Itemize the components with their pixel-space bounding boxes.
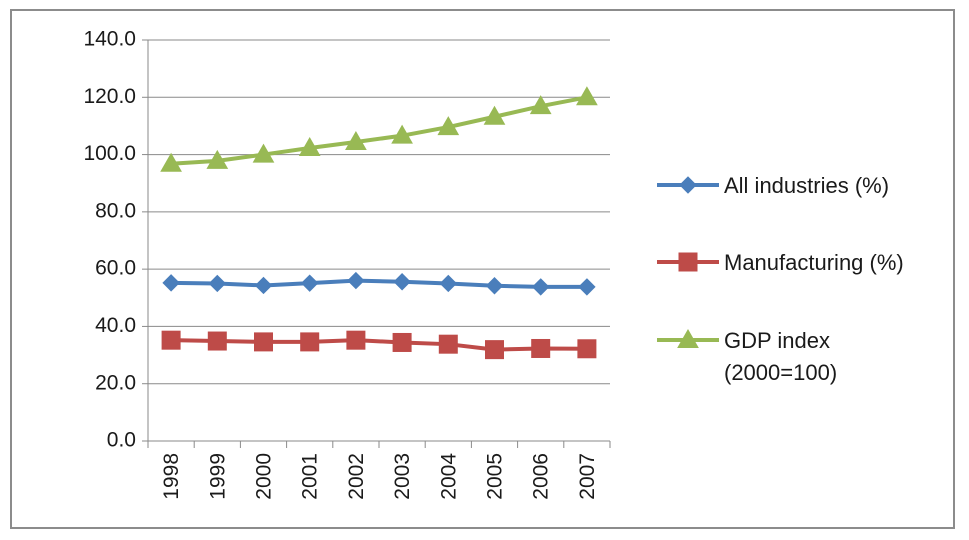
legend-label: GDP index (2000=100) bbox=[724, 328, 837, 385]
y-tick-label: 140.0 bbox=[83, 28, 136, 51]
data-point bbox=[531, 278, 550, 296]
series-manufacturing bbox=[161, 330, 597, 360]
x-tick-label: 2002 bbox=[345, 453, 368, 500]
x-tick-label: 2005 bbox=[484, 453, 507, 500]
legend-marker bbox=[679, 176, 697, 194]
series-layer bbox=[160, 86, 598, 360]
legend-item-gdp-index-2000-100: GDP index (2000=100) bbox=[657, 328, 837, 385]
data-point bbox=[206, 149, 229, 169]
series-all-industries bbox=[162, 271, 596, 296]
y-tick-label: 40.0 bbox=[95, 314, 136, 337]
x-tick-label: 2006 bbox=[530, 453, 553, 500]
data-point bbox=[300, 332, 320, 352]
y-tick-label: 80.0 bbox=[95, 199, 136, 222]
data-point bbox=[485, 340, 504, 360]
series-line bbox=[170, 95, 588, 166]
legend-label-line: (2000=100) bbox=[724, 360, 837, 385]
chart-frame: 0.0 20.0 40.0 60.0 80.0 100.0 120.0 140.0 1998 19… bbox=[10, 9, 955, 529]
data-point bbox=[391, 124, 413, 144]
x-tick-label: 2000 bbox=[253, 453, 276, 500]
data-point bbox=[393, 273, 411, 291]
data-point bbox=[438, 334, 458, 354]
data-point bbox=[252, 143, 275, 163]
y-tick-label: 120.0 bbox=[83, 85, 136, 108]
data-point bbox=[161, 330, 181, 350]
data-point bbox=[529, 95, 552, 115]
x-tick-label: 2003 bbox=[391, 453, 414, 500]
legend-item-manufacturing: Manufacturing (%) bbox=[657, 250, 904, 275]
legend-label: Manufacturing (%) bbox=[724, 250, 904, 275]
legend-label-line: GDP index bbox=[724, 328, 830, 353]
line-chart: 0.0 20.0 40.0 60.0 80.0 100.0 120.0 140.0 1998 19… bbox=[83, 28, 904, 500]
series-line bbox=[171, 338, 587, 352]
data-point bbox=[346, 330, 366, 350]
x-tick-label: 2001 bbox=[299, 453, 322, 500]
legend: All industries (%) Manufacturing (%) GDP i… bbox=[657, 173, 904, 385]
legend-item-all-industries: All industries (%) bbox=[657, 173, 889, 198]
data-point bbox=[254, 332, 273, 352]
data-point bbox=[345, 130, 367, 150]
data-point bbox=[439, 274, 458, 293]
legend-label: All industries (%) bbox=[724, 173, 889, 198]
data-point bbox=[347, 271, 365, 290]
data-point bbox=[576, 86, 598, 106]
y-tick-label: 0.0 bbox=[107, 429, 136, 452]
data-point bbox=[392, 332, 412, 352]
x-tick-label: 1998 bbox=[160, 453, 183, 500]
data-point bbox=[578, 278, 596, 296]
data-point bbox=[208, 274, 227, 293]
data-point bbox=[254, 276, 273, 295]
data-point bbox=[437, 116, 460, 136]
legend-marker bbox=[677, 328, 699, 348]
series-gdp-index-2000-100 bbox=[160, 86, 598, 172]
data-point bbox=[162, 274, 180, 292]
data-point bbox=[577, 339, 597, 359]
axis-layer: 0.0 20.0 40.0 60.0 80.0 100.0 120.0 140.0 1998 19… bbox=[83, 28, 611, 500]
y-tick-label: 20.0 bbox=[95, 371, 136, 394]
y-tick-label: 60.0 bbox=[95, 257, 136, 280]
y-tick-label: 100.0 bbox=[83, 142, 136, 165]
legend-marker bbox=[678, 252, 698, 272]
x-tick-label: 2007 bbox=[576, 453, 599, 500]
data-point bbox=[298, 136, 321, 156]
data-point bbox=[300, 274, 319, 292]
x-tick-label: 1999 bbox=[206, 453, 229, 500]
data-point bbox=[160, 152, 182, 172]
x-tick-label: 2004 bbox=[437, 453, 460, 500]
data-point bbox=[207, 331, 227, 351]
data-point bbox=[531, 338, 551, 358]
data-point bbox=[485, 277, 504, 295]
grid-layer bbox=[148, 39, 610, 385]
data-point bbox=[483, 105, 506, 125]
series-line bbox=[171, 278, 587, 289]
